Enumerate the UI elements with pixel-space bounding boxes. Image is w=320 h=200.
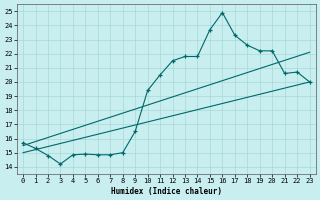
X-axis label: Humidex (Indice chaleur): Humidex (Indice chaleur) — [111, 187, 222, 196]
